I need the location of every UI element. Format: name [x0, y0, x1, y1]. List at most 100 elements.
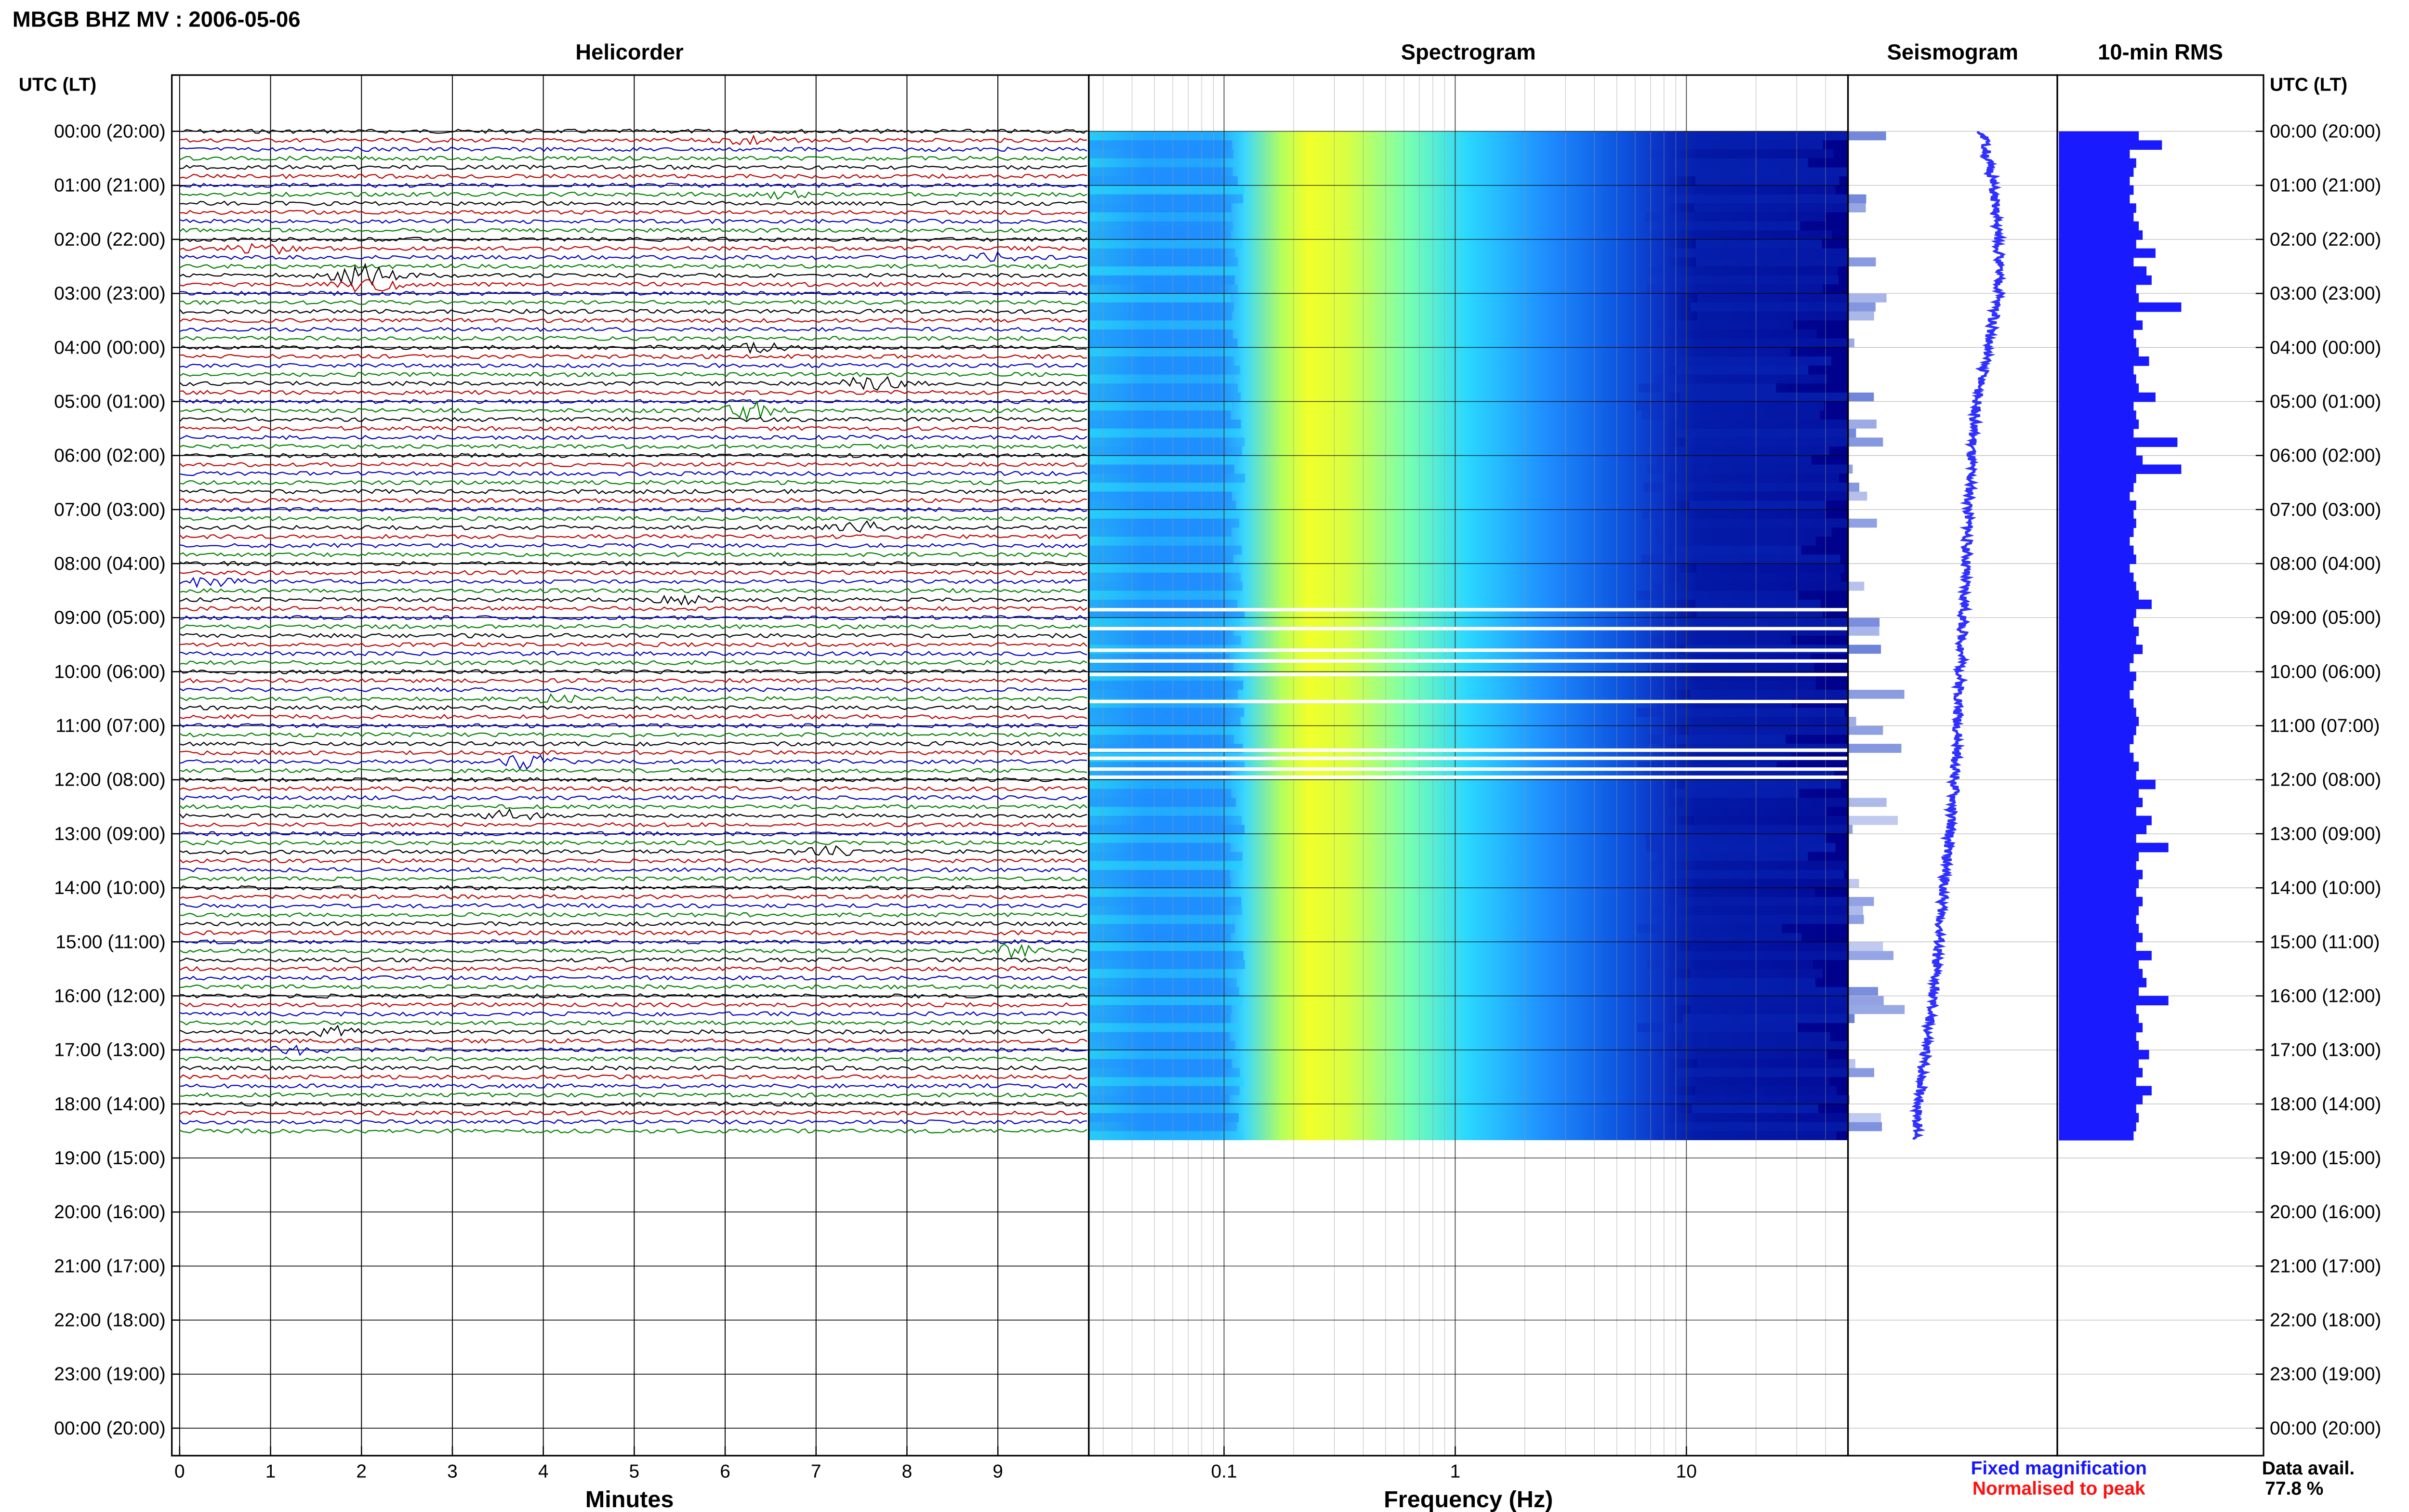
rms-bar — [2059, 554, 2136, 565]
rms-bar — [2059, 735, 2134, 744]
spectrogram-row-streak — [1671, 978, 1816, 987]
spectrogram-row-streak — [1088, 807, 1237, 816]
spectrogram-row-streak — [1088, 320, 1240, 330]
helicorder-trace — [179, 515, 1087, 522]
spectrogram-row-streak — [1642, 410, 1820, 420]
rms-bar — [2059, 906, 2139, 916]
rms-bar — [2059, 545, 2134, 555]
helicorder-trace — [179, 335, 1087, 342]
helicorder-trace — [179, 279, 1087, 293]
spectrogram-row-streak — [1088, 681, 1244, 690]
spectrogram-row-streak — [1669, 158, 1808, 168]
helicorder-trace — [179, 134, 1087, 145]
helicorder-trace — [179, 588, 1087, 593]
time-tick-label: 18:00 (14:00) — [54, 1094, 165, 1115]
helicorder-x-tick-label: 7 — [811, 1461, 821, 1482]
spectrogram-row-streak — [1641, 554, 1840, 564]
spectrogram-row-streak — [1646, 842, 1836, 852]
spectrogram-row-streak — [1088, 464, 1234, 474]
helicorder-trace — [179, 183, 1087, 188]
spectrogram-row-streak — [1088, 545, 1242, 555]
helicorder-trace — [179, 845, 1087, 856]
helicorder-trace — [179, 129, 1087, 134]
rms-bar — [2059, 743, 2130, 753]
spectrogram-row-streak — [1672, 789, 1800, 798]
rms-bar — [2059, 293, 2139, 303]
spectrogram-row-streak — [1672, 987, 1879, 996]
rms-bar — [2059, 644, 2143, 654]
rms-bar — [2059, 392, 2156, 402]
spectrogram-row-streak — [1658, 320, 1794, 330]
rms-bar — [2059, 464, 2182, 474]
time-tick-label: 00:00 (20:00) — [54, 121, 165, 142]
spectrogram-row-streak — [1088, 185, 1244, 195]
spectrogram-row-streak — [1676, 951, 1893, 960]
spectrogram-row-streak — [1088, 420, 1241, 429]
rms-bar — [2059, 518, 2136, 528]
spectrogram-row-streak — [1088, 410, 1231, 420]
helicorder-trace — [179, 237, 1087, 242]
spectrogram-row-streak — [1088, 933, 1231, 942]
spectrogram-row-streak — [1088, 690, 1238, 699]
helicorder-trace — [179, 777, 1087, 783]
time-tick-label: 19:00 (15:00) — [54, 1148, 165, 1169]
helicorder-trace — [179, 939, 1087, 945]
rms-bar — [2059, 689, 2130, 699]
spectrogram-row-streak — [1088, 194, 1244, 204]
spectrogram-row-streak — [1647, 960, 1813, 969]
helicorder-trace — [179, 434, 1087, 440]
spectrogram-row-streak — [1088, 1122, 1237, 1131]
rms-bar — [2059, 491, 2130, 501]
spectrogram-row-streak — [1088, 708, 1244, 717]
spectrogram-row-streak — [1088, 1032, 1230, 1041]
spectrogram-row-streak — [1670, 356, 1831, 366]
time-tick-label: 10:00 (06:00) — [2270, 661, 2381, 682]
spectrogram-row-streak — [1673, 879, 1859, 888]
spectrogram-row-streak — [1692, 1104, 1819, 1113]
panel-frames — [171, 74, 2264, 1457]
spectrogram-row-streak — [1677, 365, 1809, 375]
rms-bar — [2059, 329, 2134, 339]
helicorder-trace — [179, 921, 1087, 927]
spectrogram-row-streak — [1088, 1068, 1240, 1078]
rms-bar — [2059, 419, 2139, 429]
spectrogram-row-streak — [1088, 212, 1230, 222]
spectrogram-row-streak — [1664, 338, 1854, 348]
time-tick-label: 20:00 (16:00) — [54, 1202, 165, 1223]
spectrogram-row-streak — [1088, 537, 1231, 546]
spectrogram-row-streak — [1645, 212, 1826, 222]
rms-bar — [2059, 591, 2139, 600]
spectrogram-row-streak — [1654, 1131, 1837, 1141]
rms-bar — [2059, 599, 2152, 609]
helicorder-trace — [179, 570, 1087, 576]
rms-bar — [2059, 681, 2134, 690]
time-tick-label: 01:00 (21:00) — [2270, 175, 2381, 196]
helicorder-trace — [179, 542, 1087, 549]
helicorder-trace — [179, 1119, 1087, 1125]
rms-bar — [2059, 185, 2134, 195]
spectrogram-row-streak — [1659, 807, 1827, 816]
helicorder-trace — [179, 173, 1087, 179]
time-tick-label: 22:00 (18:00) — [2270, 1310, 2381, 1331]
time-tick-label: 04:00 (00:00) — [2270, 337, 2381, 358]
rms-bar — [2059, 1095, 2143, 1104]
spectrogram-row-streak — [1088, 1014, 1231, 1023]
rms-bar — [2059, 455, 2143, 465]
spectrogram-row-streak — [1088, 879, 1231, 888]
spectrogram-row-streak — [1668, 1122, 1882, 1131]
rms-bar — [2059, 942, 2136, 951]
helicorder-trace — [179, 1065, 1087, 1071]
helicorder-trace — [179, 219, 1087, 224]
spectrogram-row-streak — [1088, 221, 1233, 231]
rms-bar — [2059, 140, 2162, 150]
time-tick-label: 17:00 (13:00) — [2270, 1040, 2381, 1061]
rms-bar — [2059, 1032, 2136, 1041]
spectrogram-row-streak — [1675, 888, 1815, 897]
spectrogram-row-streak — [1694, 815, 1898, 825]
time-tick-label: 02:00 (22:00) — [54, 229, 165, 250]
spectrogram-row-streak — [1662, 825, 1853, 834]
helicorder-trace — [179, 651, 1087, 657]
helicorder-trace — [179, 425, 1087, 432]
time-tick-label: 06:00 (02:00) — [2270, 446, 2381, 466]
helicorder-trace — [179, 156, 1087, 161]
